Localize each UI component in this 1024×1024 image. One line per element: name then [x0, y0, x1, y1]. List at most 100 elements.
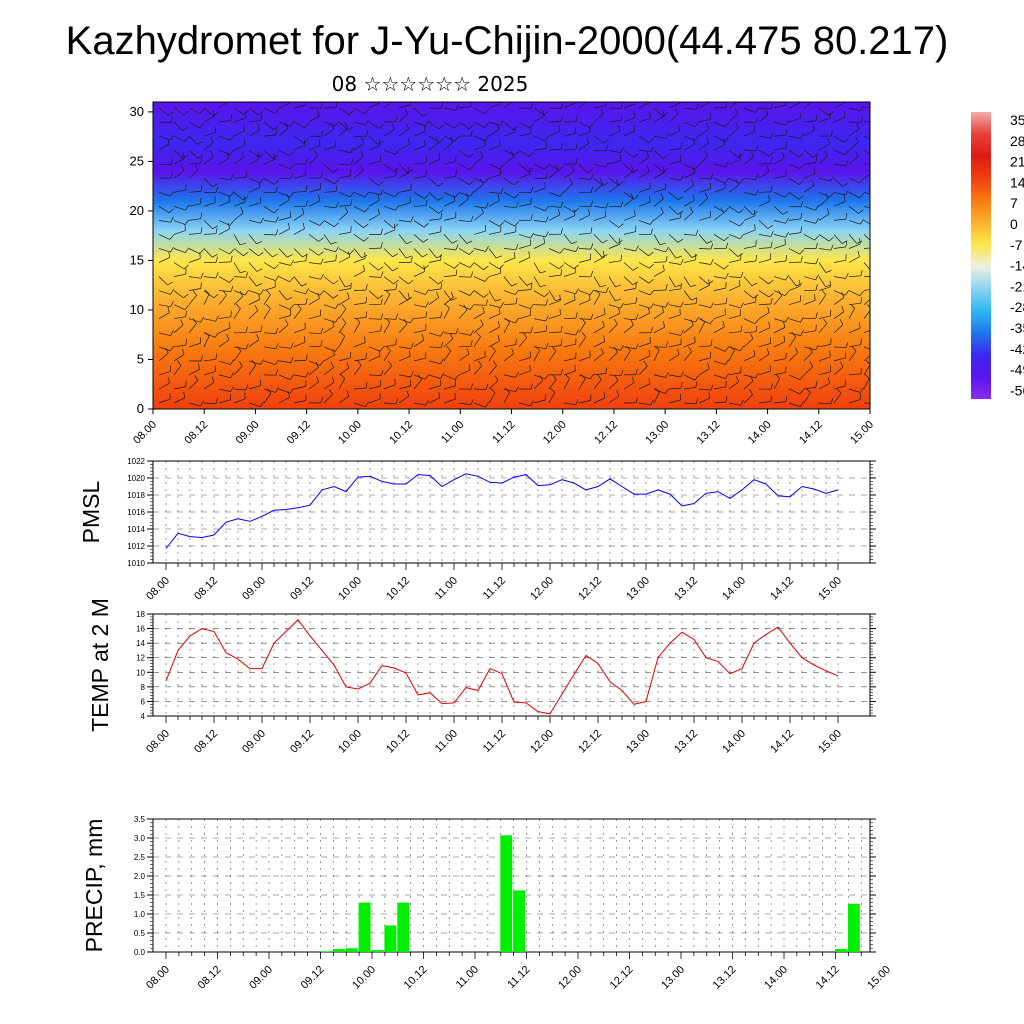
- wind-barb: [548, 274, 561, 277]
- x-tick-label: 11.12: [481, 575, 508, 602]
- wind-barb-flag: [470, 383, 474, 390]
- wind-barb: [503, 374, 516, 378]
- wind-barb-flag: [468, 153, 474, 158]
- wind-barb: [848, 156, 859, 165]
- x-tick-label: 08.12: [196, 964, 224, 992]
- wind-barb: [248, 262, 258, 272]
- wind-barb: [368, 160, 381, 165]
- wind-barb: [593, 313, 606, 320]
- wind-barb: [638, 304, 651, 309]
- wind-barb-flag: [691, 254, 698, 258]
- wind-barb: [203, 248, 213, 258]
- wind-barb-flag: [677, 210, 684, 215]
- wind-barb-flag: [499, 139, 501, 146]
- wind-barb: [743, 215, 756, 221]
- wind-barb-flag: [710, 173, 714, 180]
- wind-barb-flag: [482, 306, 485, 313]
- wind-barb-flag: [691, 297, 698, 301]
- wind-barb-flag: [545, 231, 549, 238]
- wind-barb: [473, 356, 486, 362]
- wind-barb-flag: [560, 339, 563, 346]
- x-tick-label: 13.00: [624, 575, 652, 603]
- wind-barb: [233, 388, 247, 391]
- wind-barb: [653, 392, 660, 404]
- wind-barb: [293, 260, 306, 263]
- wind-barb: [383, 175, 396, 179]
- wind-barb-flag: [827, 138, 830, 145]
- wind-barb: [623, 192, 635, 200]
- wind-barb: [668, 262, 681, 265]
- wind-barb-flag: [228, 195, 231, 202]
- wind-barb: [458, 191, 471, 197]
- wind-barb: [818, 371, 831, 376]
- wind-barb: [488, 103, 501, 109]
- wind-barb: [458, 248, 470, 255]
- wind-barb: [623, 103, 636, 109]
- wind-barb: [833, 234, 843, 244]
- wind-barb-flag: [289, 164, 294, 170]
- wind-barb: [398, 171, 410, 179]
- wind-barb-flag: [815, 312, 818, 319]
- wind-barb: [773, 175, 786, 179]
- precip-bar: [397, 902, 410, 952]
- wind-barb-flag: [446, 346, 451, 352]
- wind-barb-flag: [814, 235, 819, 241]
- wind-barb-flag: [436, 255, 443, 259]
- wind-barb: [833, 346, 847, 349]
- wind-barb-flag: [357, 360, 362, 366]
- wind-barb: [653, 270, 665, 277]
- wind-barb-flag: [839, 361, 844, 368]
- wind-barb-flag: [347, 126, 353, 131]
- wind-barb-flag: [738, 153, 744, 158]
- wind-barb-flag: [256, 334, 260, 340]
- wind-barb: [278, 102, 291, 109]
- wind-barb: [203, 107, 214, 117]
- wind-barb: [173, 397, 185, 404]
- wind-barb-flag: [229, 277, 234, 283]
- wind-barb: [158, 382, 170, 390]
- wind-barb: [698, 345, 712, 348]
- wind-barb: [623, 276, 633, 286]
- chart-title: Kazhydromet for J-Yu-Chijin-2000(44.475 …: [66, 19, 949, 63]
- wind-barb-flag: [515, 202, 519, 208]
- wind-barb-flag: [842, 183, 848, 187]
- wind-barb-flag: [740, 399, 744, 406]
- wind-barb-flag: [469, 290, 474, 296]
- colorbar-strip: [971, 112, 991, 399]
- wind-barb-flag: [241, 151, 245, 158]
- wind-barb: [758, 290, 770, 298]
- wind-barb: [248, 202, 261, 207]
- wind-barb: [698, 102, 710, 109]
- wind-barb-flag: [815, 344, 819, 351]
- wind-barb: [773, 260, 786, 263]
- wind-barb-flag: [815, 284, 818, 291]
- wind-barb: [278, 290, 287, 301]
- wind-barb: [743, 245, 756, 249]
- wind-barb-flag: [754, 224, 756, 231]
- wind-barb-flag: [335, 303, 339, 309]
- wind-barb-flag: [558, 208, 561, 215]
- wind-barb: [158, 346, 171, 352]
- wind-barb: [728, 350, 735, 362]
- wind-barb: [428, 192, 439, 201]
- wind-barb: [518, 304, 531, 310]
- wind-barb-flag: [438, 209, 444, 214]
- wind-barb-flag: [811, 179, 815, 186]
- wind-barb-flag: [256, 241, 263, 245]
- wind-barb: [593, 177, 604, 187]
- wind-barb-flag: [825, 284, 832, 288]
- wind-barb-flag: [380, 228, 383, 235]
- wind-barb: [533, 220, 546, 223]
- wind-barb-flag: [182, 126, 188, 131]
- wind-barb-flag: [470, 329, 474, 336]
- wind-barb: [758, 135, 771, 139]
- precip-bar: [345, 948, 358, 952]
- wind-barb-flag: [167, 281, 173, 286]
- wind-barb-flag: [230, 359, 234, 365]
- wind-barb-flag: [678, 124, 681, 131]
- wind-barb: [578, 400, 591, 404]
- wind-barb: [428, 259, 441, 263]
- wind-barb: [758, 327, 771, 334]
- wind-barb-flag: [876, 205, 879, 210]
- wind-barb-flag: [599, 178, 604, 185]
